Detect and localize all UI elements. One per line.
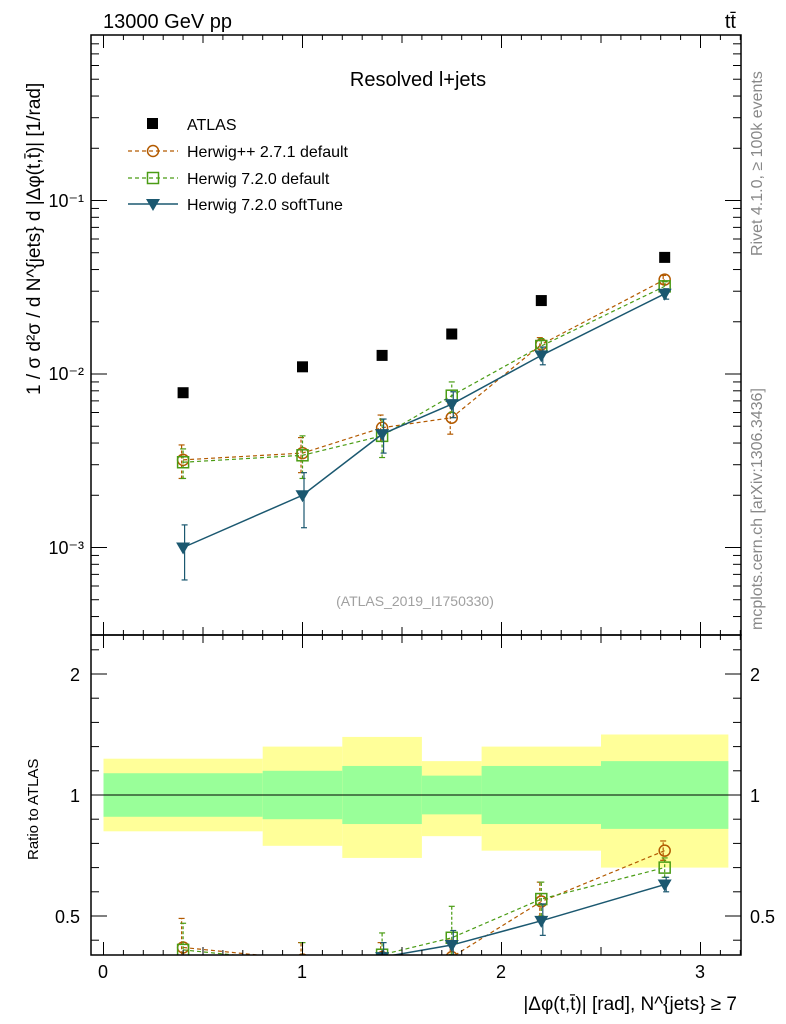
plot-title: Resolved l+jets [350, 69, 486, 91]
ratio-y-axis-label: Ratio to ATLAS [25, 759, 42, 860]
y-tick-label-1e-1: 10⁻¹ [48, 191, 84, 211]
ratio-y-tick-label-2-left: 2 [70, 665, 80, 685]
x-tick-label-1: 1 [297, 962, 307, 982]
main-point-2-3 [444, 399, 459, 412]
main-point-2-5 [657, 288, 672, 301]
ratio-y-tick-label-0.5-right: 0.5 [750, 907, 775, 927]
legend-label-atlas: ATLAS [187, 117, 237, 134]
legend-marker-herwig7 [146, 171, 160, 185]
ratio-point-2-5 [657, 879, 672, 892]
main-line-2 [182, 293, 666, 549]
x-axis-label: |Δφ(t,t̄)| [rad], N^{jets} ≥ 7 [523, 994, 737, 1015]
ratio-point-0-5 [658, 844, 671, 857]
ratio-y-tick-label-0.5-left: 0.5 [55, 907, 80, 927]
energy-label: 13000 GeV pp [103, 11, 232, 33]
atlas-data-point-1 [297, 361, 308, 373]
main-y-axis-label: 1 / σ d²σ / d N^{jets} d |Δφ(t,t̄)| [1/r… [24, 83, 45, 395]
rivet-version-label: Rivet 4.1.0, ≥ 100k events [749, 71, 766, 256]
legend: ATLAS Herwig++ 2.7.1 default Herwig 7.2.… [128, 117, 349, 214]
main-panel-series [176, 251, 672, 581]
atlas-data-point-3 [446, 328, 458, 340]
main-point-1-0 [176, 455, 190, 469]
main-point-2-4 [534, 350, 549, 363]
main-line-0 [183, 279, 665, 461]
process-label: tt̄ [725, 11, 737, 33]
ratio-point-2-4 [534, 915, 549, 928]
ratio-y-tick-label-1-left: 1 [70, 786, 80, 806]
legend-label-softtune: Herwig 7.2.0 softTune [187, 197, 343, 214]
main-point-2-2 [375, 429, 390, 442]
ratio-point-1-0 [176, 943, 190, 955]
y-tick-label-1e-3: 10⁻³ [48, 538, 84, 558]
ratio-panel-series [176, 840, 672, 1013]
analysis-label: (ATLAS_2019_I1750330) [336, 593, 494, 609]
main-line-1 [183, 285, 665, 463]
x-tick-label-2: 2 [496, 962, 506, 982]
legend-marker-herwigpp [146, 144, 160, 158]
ratio-point-1-4 [535, 892, 548, 906]
ratio-point-2-3 [444, 940, 459, 953]
legend-label-herwig7: Herwig 7.2.0 default [187, 171, 330, 188]
atlas-data-point-2 [376, 349, 388, 361]
ratio-point-1-5 [658, 861, 671, 874]
atlas-data-point-4 [535, 295, 547, 307]
atlas-data-point-0 [177, 387, 189, 399]
ratio-point-2-0 [176, 1001, 190, 1013]
legend-marker-atlas [147, 118, 158, 129]
atlas-data-point-5 [659, 251, 671, 263]
main-point-2-0 [176, 542, 191, 555]
y-tick-label-1e-2: 10⁻² [48, 364, 84, 384]
x-tick-label-3: 3 [695, 962, 705, 982]
ratio-uncertainty-bands [103, 734, 729, 868]
ratio-line-2 [390, 883, 665, 955]
legend-marker-softtune [146, 199, 160, 211]
mcplots-label: mcplots.cern.ch [arXiv:1306.3436] [749, 388, 766, 630]
axis-ticks [91, 35, 741, 955]
legend-label-herwigpp: Herwig++ 2.7.1 default [187, 144, 349, 161]
ratio-y-tick-label-2-right: 2 [750, 665, 760, 685]
ratio-line-1 [183, 867, 665, 955]
main-point-2-1 [295, 490, 310, 503]
main-point-1-1 [296, 449, 309, 462]
ratio-point-2-1 [296, 988, 310, 1000]
ratio-y-tick-label-1-right: 1 [750, 786, 760, 806]
x-tick-label-0: 0 [98, 962, 108, 982]
